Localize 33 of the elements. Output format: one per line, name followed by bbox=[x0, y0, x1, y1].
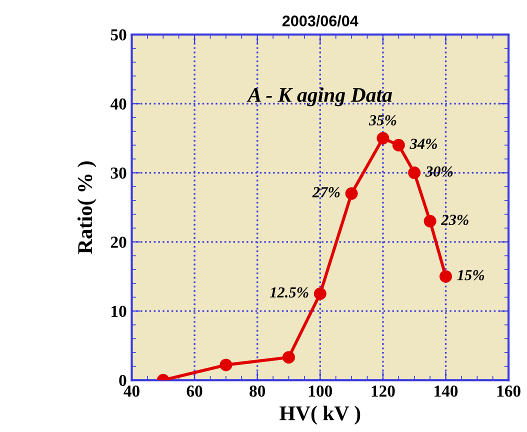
y-tick-label: 30 bbox=[110, 168, 126, 179]
x-tick-label: 140 bbox=[434, 386, 458, 397]
x-tick-label: 160 bbox=[497, 386, 520, 397]
point bbox=[424, 214, 436, 228]
x-tick-label: 120 bbox=[372, 386, 395, 397]
data-label: 12.5% bbox=[270, 287, 308, 298]
y-tick-label: 0 bbox=[119, 374, 126, 386]
point bbox=[282, 351, 296, 364]
data-label: 23% bbox=[440, 214, 468, 226]
chart-title: 2003/06/04 bbox=[282, 15, 358, 27]
data-label: 34% bbox=[410, 138, 437, 150]
y-tick-label: 10 bbox=[112, 306, 126, 317]
y-tick-label: 20 bbox=[110, 236, 126, 248]
point bbox=[440, 270, 452, 283]
x-tick-label: 80 bbox=[250, 386, 266, 397]
x-axis-title: HV( kV ) bbox=[280, 406, 360, 425]
y-tick-label: 50 bbox=[110, 29, 126, 41]
x-tick-label: 40 bbox=[124, 386, 140, 397]
point bbox=[392, 138, 405, 152]
data-label: 30% bbox=[425, 166, 453, 177]
point bbox=[345, 187, 358, 200]
y-axis-title: Ratio( % ) bbox=[77, 161, 96, 254]
annotation: A - K aging Data bbox=[246, 87, 392, 106]
point bbox=[220, 358, 232, 372]
x-tick-label: 60 bbox=[186, 386, 202, 397]
point bbox=[314, 288, 326, 300]
point bbox=[408, 166, 421, 180]
x-tick-label: 100 bbox=[308, 386, 332, 397]
y-tick-label: 40 bbox=[110, 98, 126, 110]
data-label: 27% bbox=[312, 187, 340, 198]
data-label: 15% bbox=[457, 270, 484, 280]
data-label: 35% bbox=[368, 115, 396, 126]
point bbox=[376, 132, 390, 144]
